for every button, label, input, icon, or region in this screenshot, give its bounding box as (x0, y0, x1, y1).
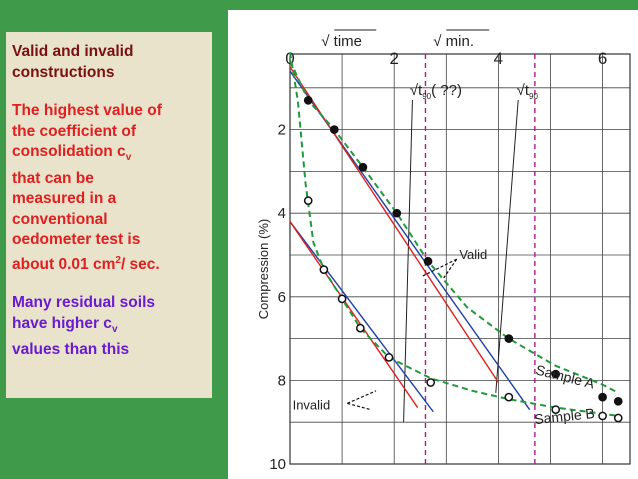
sample-a-point (303, 95, 313, 105)
sample-a-point (504, 334, 514, 343)
residual-line-3: values than this (12, 341, 130, 359)
slide-heading: Valid and invalid constructions (12, 42, 206, 83)
plot-frame (289, 53, 631, 465)
cv-line-4: that can be (12, 169, 94, 187)
sample-a-point (598, 392, 607, 402)
valid-arrow (422, 258, 457, 277)
t90-unknown-sub: 90 (422, 92, 431, 101)
y-axis-label: Compression (%) (256, 219, 271, 319)
sample-b-point (319, 265, 329, 274)
construction-line-invalid (289, 66, 499, 383)
sample-curve-a (289, 60, 619, 394)
invalid-label: Invalid (293, 397, 331, 412)
y-tick-label: 10 (269, 456, 286, 473)
x-top-label-time: √ time (321, 33, 362, 50)
residual-soils-statement: Many residual soils have higher cv value… (12, 293, 206, 361)
y-tick-label: 4 (278, 205, 286, 222)
sample-b-point (337, 294, 347, 304)
cv-line-2: the coefficient of (12, 122, 137, 140)
sample-curve-b (289, 52, 619, 417)
heading-line-2: constructions (12, 63, 115, 81)
sample-a-point (551, 369, 561, 379)
sample-b-point (613, 413, 623, 423)
sample-b-point (551, 405, 561, 415)
sample-b-point (384, 353, 394, 362)
cv-statement: The highest value of the coefficient of … (12, 101, 206, 275)
t90-sub: 90 (529, 92, 538, 101)
cv-line-6: conventional (12, 210, 108, 228)
cv-line-7: oedometer test is (12, 231, 141, 249)
sample-b-point (504, 392, 514, 402)
y-tick-label: 8 (278, 372, 286, 389)
valid-arrow (443, 258, 458, 279)
invalid-arrow (347, 402, 371, 411)
cv-superscript: 2 (115, 254, 121, 266)
x-tick-label: 2 (389, 49, 398, 68)
residual-line-2: have higher c (12, 314, 112, 332)
construction-line-invalid (289, 221, 419, 408)
sample-a-point (423, 256, 433, 266)
y-tick-label: 6 (278, 289, 286, 306)
x-tick-label: 4 (494, 49, 503, 68)
x-tick-label: 6 (598, 49, 607, 68)
invalid-arrow (347, 390, 377, 404)
t90-pointer (495, 99, 519, 393)
grid (290, 54, 630, 465)
residual-line-1: Many residual soils (12, 294, 155, 312)
sample-b-point (598, 411, 607, 421)
chart-panel: 0 2 4 6 √ time √ min. 2 4 6 8 10 Compression (%) √t9… (228, 10, 638, 479)
cv-line-8: about 0.01 cm (12, 255, 116, 273)
sample-b-point (303, 196, 313, 206)
sample-a-point (392, 208, 402, 218)
heading-line-1: Valid and invalid (12, 43, 134, 60)
cv-unit-suffix: / sec. (120, 255, 160, 273)
construction-line-valid (289, 221, 434, 413)
x-top-label-min: √ min. (433, 33, 474, 50)
t90-unknown-label: √t90( ??) (410, 82, 462, 101)
t90-unknown-suffix: ( ??) (431, 82, 462, 99)
cv-line-5: measured in a (12, 190, 117, 208)
sample-a-point (613, 396, 623, 406)
valid-label: Valid (459, 247, 487, 262)
cv-line-3: consolidation c (12, 143, 126, 160)
t90-unknown-pointer (403, 99, 413, 423)
cv-subscript: v (125, 152, 132, 164)
y-tick-label: 2 (278, 122, 286, 139)
residual-subscript: v (111, 323, 118, 335)
consolidation-chart: 0 2 4 6 √ time √ min. 2 4 6 8 10 Compression (%) √t9… (256, 29, 631, 473)
x-tick-label: 0 (285, 49, 294, 68)
text-panel: Valid and invalid constructions The high… (6, 32, 212, 398)
sample-a-point (358, 162, 368, 172)
sample-b-point (426, 378, 436, 387)
sample-a-label: Sample A (534, 362, 597, 392)
sample-b-point (355, 323, 365, 333)
sample-a-point (329, 125, 339, 134)
sample-b-label: Sample B (534, 405, 596, 427)
cv-line-1: The highest value of (12, 102, 162, 119)
